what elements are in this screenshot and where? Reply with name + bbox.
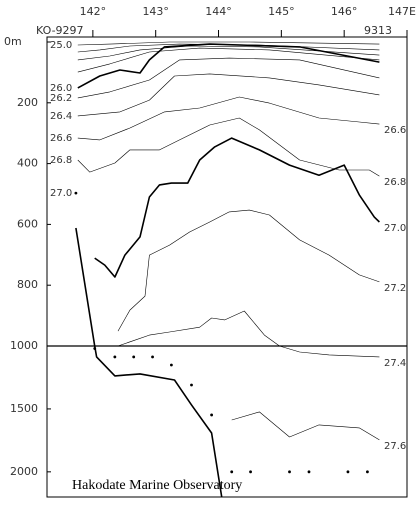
sample-dot xyxy=(93,347,97,350)
y-tick-label: 800 xyxy=(17,278,38,291)
contour-label: 26.6 xyxy=(50,133,72,144)
sample-dot xyxy=(132,355,136,359)
contour-label: 27.2 xyxy=(384,283,406,294)
contour-line xyxy=(77,45,380,61)
y-tick-label: 1500 xyxy=(10,402,38,415)
sample-dot xyxy=(366,470,369,474)
contour-line xyxy=(231,411,380,441)
sample-dot xyxy=(113,355,117,359)
contour-label: 27.6 xyxy=(384,441,406,452)
sample-dot xyxy=(210,413,214,417)
sample-dot xyxy=(288,470,291,474)
contour-line xyxy=(94,137,380,278)
x-tick-label: 147E xyxy=(388,5,416,18)
contour-line xyxy=(75,227,96,347)
contour-line xyxy=(77,96,380,141)
contour-label: 27.4 xyxy=(384,358,406,369)
contour-line xyxy=(77,57,380,99)
contour-line xyxy=(117,310,280,347)
y-tick-label: 400 xyxy=(17,157,38,170)
contour-label: 26.8 xyxy=(384,177,406,188)
y-tick-label: 200 xyxy=(17,96,38,109)
contour-label: 26.8 xyxy=(50,155,72,166)
contour-label: 26.4 xyxy=(50,111,72,122)
frame xyxy=(46,36,408,498)
contour-label: 26.6 xyxy=(384,125,406,136)
start-station: KO-9297 xyxy=(36,24,84,37)
sample-dot xyxy=(307,470,311,474)
contour-line xyxy=(77,41,380,46)
y-tick-label: 600 xyxy=(17,217,38,230)
sample-dot xyxy=(151,355,154,359)
sample-dot xyxy=(74,191,78,195)
sample-dot xyxy=(169,363,173,367)
x-tick-label: 144° xyxy=(205,5,232,18)
x-tick-label: 143° xyxy=(142,5,169,18)
contour-label: 25.0 xyxy=(50,40,72,51)
y-tick-label: 2000 xyxy=(10,465,38,478)
sample-dot xyxy=(190,383,193,387)
contour-line xyxy=(77,73,380,117)
sample-dot xyxy=(249,470,252,474)
contour-line xyxy=(93,345,223,498)
x-tick-label: 146° xyxy=(331,5,358,18)
y-tick-label: 1000 xyxy=(10,339,38,352)
contour-line xyxy=(77,117,380,177)
contour-line xyxy=(279,345,380,358)
x-tick-label: 142° xyxy=(80,5,107,18)
contour-label: 27.0 xyxy=(384,223,406,234)
sample-dot xyxy=(230,470,234,474)
contour-label: 27.0 xyxy=(50,188,72,199)
sample-dot xyxy=(346,470,350,474)
contour-label: 26.2 xyxy=(50,93,72,104)
y-tick-label: 0m xyxy=(4,35,22,48)
credit: Hakodate Marine Observatory xyxy=(72,478,242,493)
x-tick-label: 145° xyxy=(268,5,295,18)
contour-line xyxy=(77,47,380,73)
end-station: 9313 xyxy=(364,24,392,37)
contour-label: 26.0 xyxy=(50,83,72,94)
contour-line xyxy=(117,209,380,332)
contour-line xyxy=(77,43,380,89)
